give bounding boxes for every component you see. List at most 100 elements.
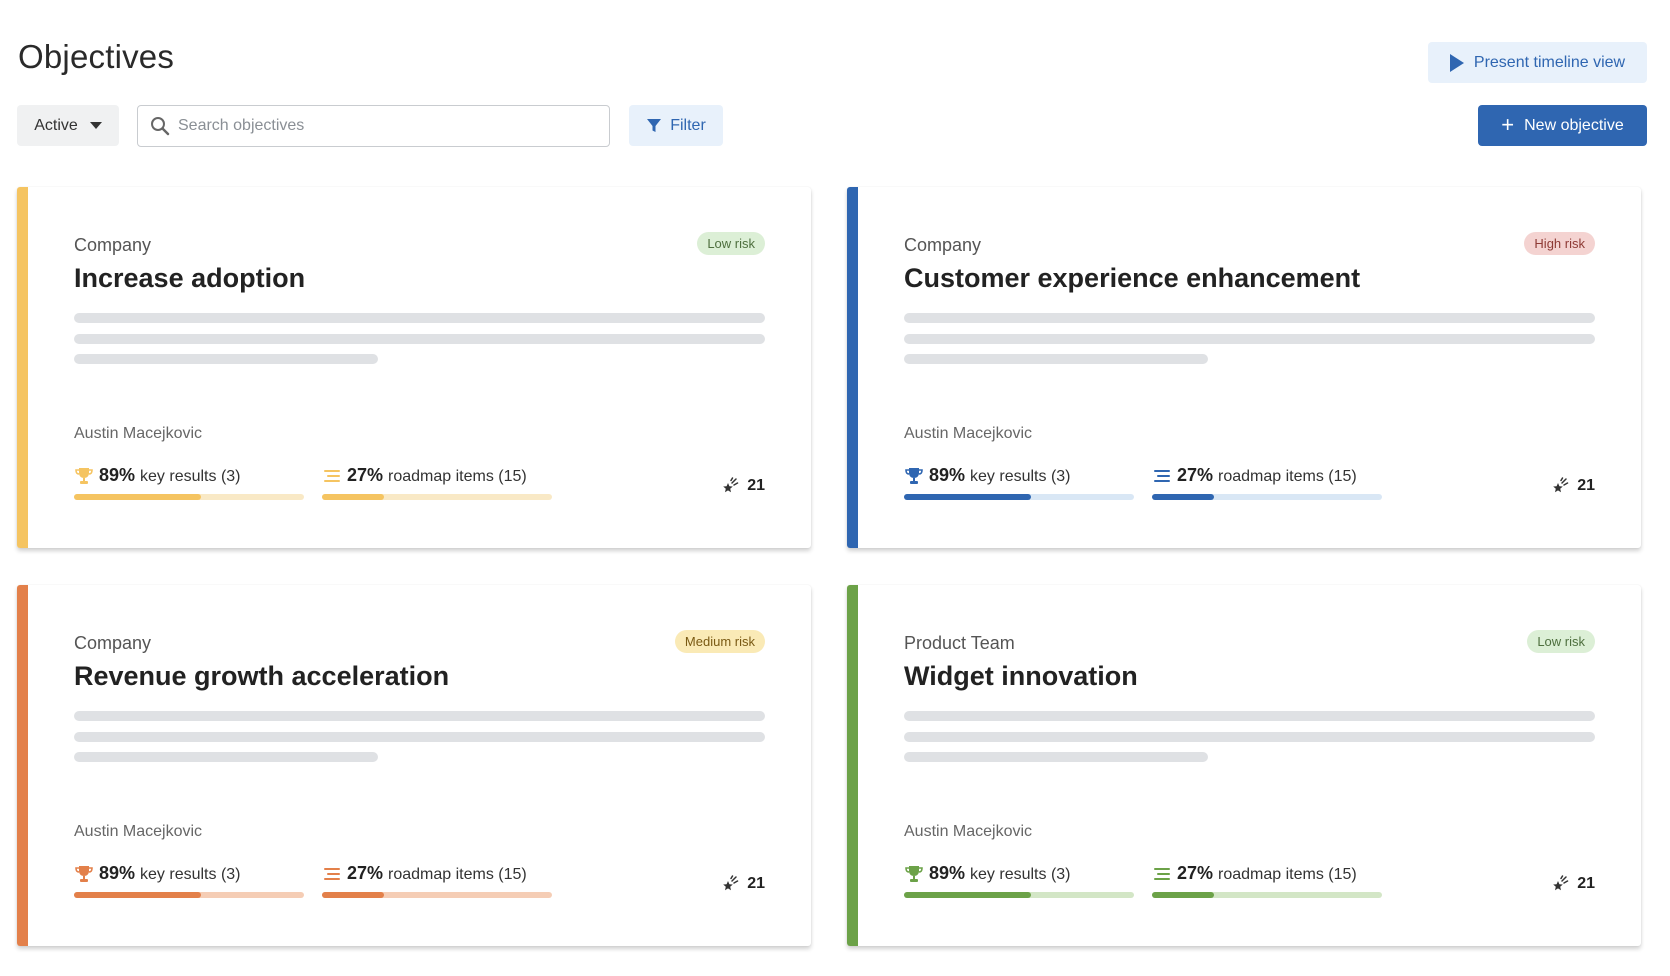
card-accent-bar xyxy=(17,585,28,946)
description-placeholder-line xyxy=(74,732,765,742)
key-results-metric: 89% key results (3) xyxy=(904,863,1134,898)
key-results-percent: 89% xyxy=(99,465,136,485)
search-input[interactable] xyxy=(178,117,598,135)
key-results-metric: 89% key results (3) xyxy=(904,465,1134,500)
search-icon xyxy=(151,117,170,136)
description-placeholder-line xyxy=(74,334,765,344)
status-dropdown[interactable]: Active xyxy=(17,105,119,146)
play-icon xyxy=(1449,53,1464,72)
roadmap-items-label: roadmap items (15) xyxy=(388,468,527,485)
key-results-progress-bar xyxy=(904,494,1134,500)
card-team: Company xyxy=(74,633,152,653)
card-team: Product Team xyxy=(904,633,1015,653)
trophy-icon xyxy=(905,866,923,882)
votes-counter[interactable]: 21 xyxy=(721,477,765,495)
key-results-metric: 89% key results (3) xyxy=(74,863,304,898)
key-results-label: key results (3) xyxy=(140,866,241,883)
roadmap-items-progress-bar xyxy=(322,494,552,500)
card-accent-bar xyxy=(17,187,28,548)
roadmap-items-label: roadmap items (15) xyxy=(388,866,527,883)
card-accent-bar xyxy=(847,585,858,946)
trophy-icon xyxy=(75,468,93,484)
card-accent-bar xyxy=(847,187,858,548)
filter-button[interactable]: Filter xyxy=(629,105,723,146)
objective-card[interactable]: Company Medium risk Revenue growth accel… xyxy=(17,585,811,946)
objective-card[interactable]: Company Low risk Increase adoption Austi… xyxy=(17,187,811,548)
card-team: Company xyxy=(904,235,982,255)
roadmap-items-percent: 27% xyxy=(1177,465,1214,485)
new-objective-button[interactable]: + New objective xyxy=(1478,105,1647,146)
list-icon xyxy=(1154,868,1170,880)
trophy-icon xyxy=(905,468,923,484)
key-results-label: key results (3) xyxy=(970,468,1071,485)
roadmap-items-progress-bar xyxy=(1152,494,1382,500)
key-results-progress-bar xyxy=(74,494,304,500)
description-placeholder-line xyxy=(904,354,1208,364)
card-owner: Austin Macejkovic xyxy=(904,823,1033,840)
card-title: Increase adoption xyxy=(74,263,306,293)
key-results-percent: 89% xyxy=(929,863,966,883)
votes-icon xyxy=(1553,477,1569,493)
description-placeholder-line xyxy=(904,334,1595,344)
votes-counter[interactable]: 21 xyxy=(1551,875,1595,893)
description-placeholder-line xyxy=(74,354,378,364)
roadmap-items-percent: 27% xyxy=(347,863,384,883)
key-results-label: key results (3) xyxy=(140,468,241,485)
key-results-progress-fill xyxy=(74,494,201,500)
risk-badge: Medium risk xyxy=(674,630,765,653)
roadmap-items-metric: 27% roadmap items (15) xyxy=(322,465,552,500)
card-title: Customer experience enhancement xyxy=(904,263,1361,293)
key-results-progress-fill xyxy=(904,494,1031,500)
roadmap-items-progress-bar xyxy=(1152,892,1382,898)
trophy-icon xyxy=(75,866,93,882)
roadmap-items-progress-fill xyxy=(322,494,385,500)
roadmap-items-progress-fill xyxy=(322,892,385,898)
roadmap-items-metric: 27% roadmap items (15) xyxy=(1152,465,1382,500)
key-results-progress-bar xyxy=(74,892,304,898)
votes-counter[interactable]: 21 xyxy=(1551,477,1595,495)
present-timeline-label: Present timeline view xyxy=(1473,53,1626,71)
votes-counter[interactable]: 21 xyxy=(721,875,765,893)
card-owner: Austin Macejkovic xyxy=(74,425,203,442)
new-objective-label: New objective xyxy=(1524,116,1624,134)
objective-card[interactable]: Product Team Low risk Widget innovation … xyxy=(847,585,1641,946)
page-title: Objectives xyxy=(18,38,175,75)
filter-icon xyxy=(647,118,662,132)
votes-icon xyxy=(1553,875,1569,891)
risk-badge: Low risk xyxy=(697,232,765,255)
risk-badge: Low risk xyxy=(1527,630,1595,653)
roadmap-items-label: roadmap items (15) xyxy=(1218,866,1357,883)
card-title: Widget innovation xyxy=(904,661,1138,691)
description-placeholder-line xyxy=(904,313,1595,323)
key-results-percent: 89% xyxy=(99,863,136,883)
present-timeline-button[interactable]: Present timeline view xyxy=(1428,42,1647,83)
search-box[interactable] xyxy=(137,105,610,147)
toolbar: Active Filter + New objective xyxy=(17,105,1647,147)
roadmap-items-progress-fill xyxy=(1152,892,1215,898)
caret-down-icon xyxy=(89,122,102,129)
description-placeholder-line xyxy=(904,752,1208,762)
votes-count: 21 xyxy=(747,477,765,494)
roadmap-items-progress-fill xyxy=(1152,494,1215,500)
votes-count: 21 xyxy=(747,875,765,892)
card-owner: Austin Macejkovic xyxy=(74,823,203,840)
roadmap-items-percent: 27% xyxy=(347,465,384,485)
roadmap-items-metric: 27% roadmap items (15) xyxy=(1152,863,1382,898)
risk-badge: High risk xyxy=(1524,232,1595,255)
key-results-percent: 89% xyxy=(929,465,966,485)
votes-icon xyxy=(723,477,739,493)
filter-label: Filter xyxy=(670,116,706,134)
list-icon xyxy=(324,868,340,880)
roadmap-items-metric: 27% roadmap items (15) xyxy=(322,863,552,898)
plus-icon: + xyxy=(1501,111,1515,137)
votes-icon xyxy=(723,875,739,891)
key-results-progress-bar xyxy=(904,892,1134,898)
key-results-metric: 89% key results (3) xyxy=(74,465,304,500)
list-icon xyxy=(324,470,340,482)
card-team: Company xyxy=(74,235,152,255)
list-icon xyxy=(1154,470,1170,482)
description-placeholder-line xyxy=(904,732,1595,742)
votes-count: 21 xyxy=(1577,477,1595,494)
objective-card[interactable]: Company High risk Customer experience en… xyxy=(847,187,1641,548)
